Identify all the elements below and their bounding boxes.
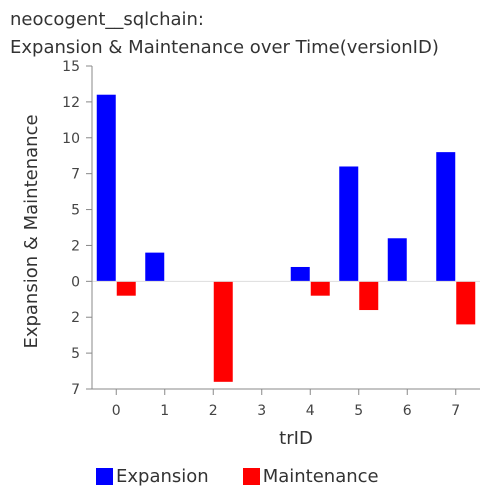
bar-maintenance-4	[310, 281, 330, 296]
chart-title: neocogent__sqlchain: Expansion & Mainten…	[10, 6, 439, 62]
x-tick-label: 5	[354, 403, 363, 419]
bar-expansion-7	[436, 152, 456, 282]
x-tick-label: 0	[112, 403, 121, 419]
legend-label-maintenance: Maintenance	[262, 466, 379, 487]
x-tick-label: 4	[306, 403, 315, 419]
bar-maintenance-7	[456, 281, 476, 325]
chart-title-line-2: Expansion & Maintenance over Time(versio…	[10, 37, 439, 58]
y-tick-label: 5	[71, 203, 80, 219]
chart-title-line-1: neocogent__sqlchain:	[10, 9, 204, 30]
x-tick-label: 2	[209, 403, 218, 419]
bar-maintenance-0	[116, 281, 136, 296]
legend: Expansion Maintenance	[96, 466, 413, 487]
bar-maintenance-5	[359, 281, 379, 311]
bar-expansion-6	[387, 238, 407, 282]
bar-expansion-4	[290, 266, 310, 282]
y-tick-label: 12	[62, 95, 80, 111]
legend-swatch-maintenance	[242, 468, 260, 485]
x-tick-label: 1	[160, 403, 169, 419]
bar-expansion-0	[96, 94, 116, 282]
legend-swatch-expansion	[96, 468, 113, 485]
y-tick-label: 15	[62, 59, 80, 75]
x-tick-label: 3	[257, 403, 266, 419]
legend-item-maintenance: Maintenance	[242, 466, 379, 487]
y-tick-label: 7	[71, 382, 80, 398]
y-tick-label: 0	[71, 274, 80, 290]
bar-maintenance-2	[213, 281, 233, 382]
y-tick-label: 2	[71, 238, 80, 254]
legend-item-expansion: Expansion	[96, 466, 209, 487]
bar-expansion-5	[339, 166, 359, 282]
x-tick-label: 7	[451, 403, 460, 419]
bar-expansion-1	[145, 252, 165, 282]
y-tick-label: 5	[71, 346, 80, 362]
y-tick-label: 10	[62, 131, 80, 147]
x-axis-title: trID	[279, 428, 313, 449]
y-tick-label: 2	[71, 310, 80, 326]
x-tick-label: 6	[403, 403, 412, 419]
y-tick-label: 7	[71, 167, 80, 183]
legend-label-expansion: Expansion	[116, 466, 209, 487]
y-axis-title: Expansion & Maintenance	[21, 114, 42, 348]
